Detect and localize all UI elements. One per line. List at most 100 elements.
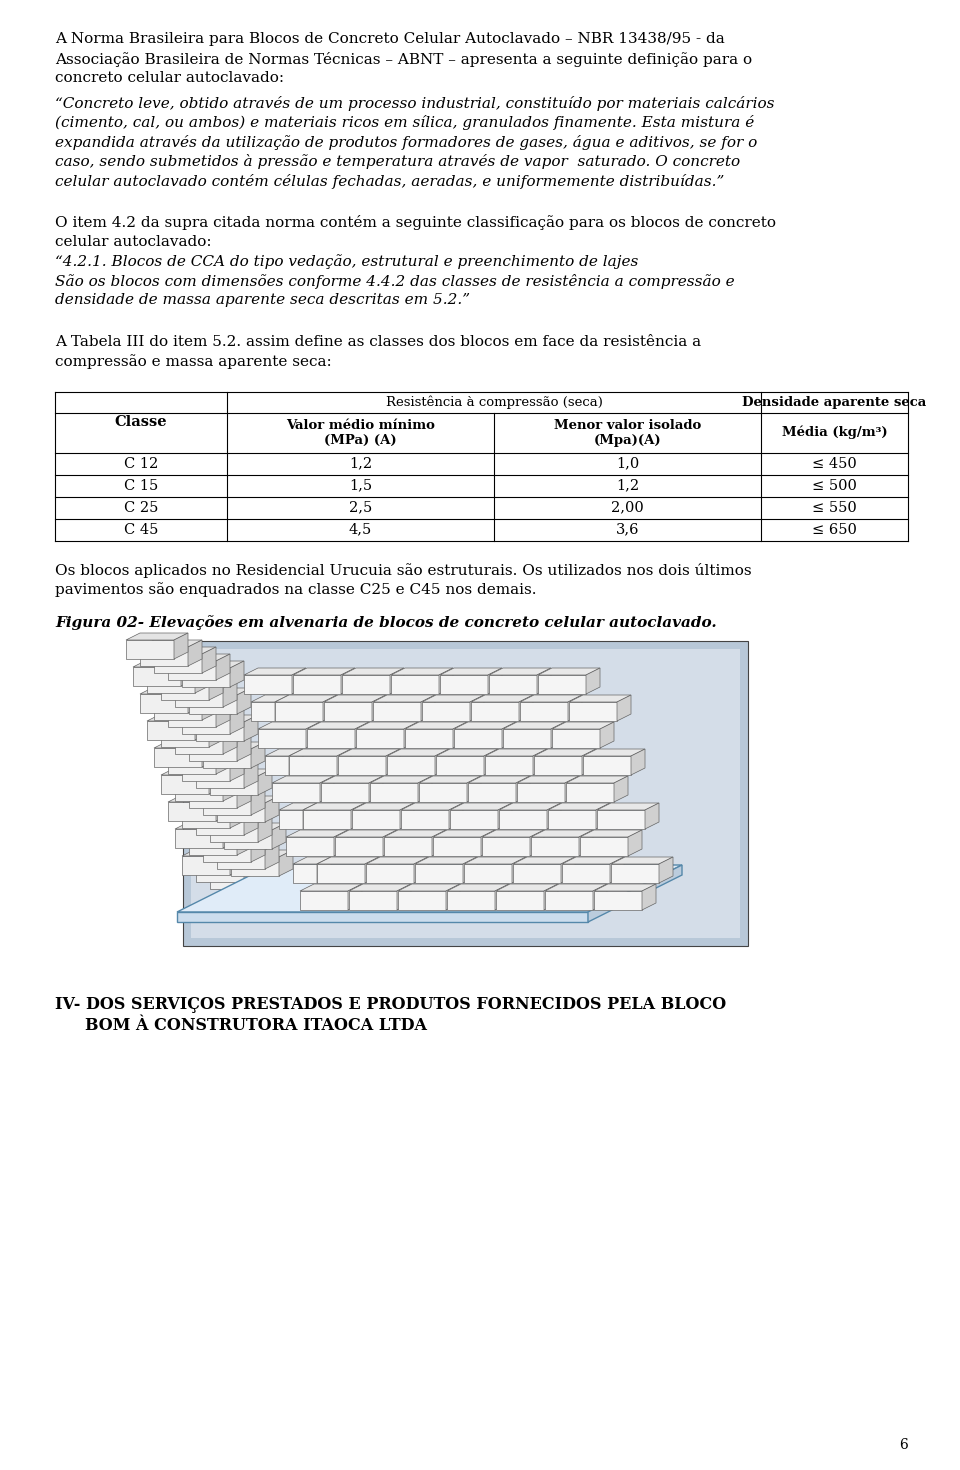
- Polygon shape: [552, 729, 600, 748]
- Polygon shape: [210, 870, 258, 889]
- Polygon shape: [588, 864, 682, 922]
- Polygon shape: [177, 911, 588, 922]
- Polygon shape: [168, 803, 216, 822]
- Polygon shape: [175, 728, 237, 735]
- Polygon shape: [580, 831, 642, 836]
- Polygon shape: [349, 891, 397, 910]
- Polygon shape: [189, 782, 251, 789]
- Text: O item 4.2 da supra citada norma contém a seguinte classificação para os blocos : O item 4.2 da supra citada norma contém …: [55, 215, 776, 229]
- Text: ≤ 650: ≤ 650: [812, 522, 857, 537]
- Text: concreto celular autoclavado:: concreto celular autoclavado:: [55, 71, 284, 85]
- Polygon shape: [244, 667, 306, 675]
- Polygon shape: [335, 836, 383, 856]
- Polygon shape: [210, 823, 258, 842]
- Polygon shape: [182, 709, 244, 714]
- Polygon shape: [275, 695, 337, 703]
- Polygon shape: [352, 803, 414, 810]
- Text: Média (kg/m³): Média (kg/m³): [781, 426, 887, 440]
- Polygon shape: [209, 720, 223, 747]
- Polygon shape: [191, 648, 740, 938]
- Polygon shape: [140, 686, 202, 694]
- Polygon shape: [446, 883, 460, 910]
- Polygon shape: [366, 864, 414, 883]
- Polygon shape: [628, 831, 642, 856]
- Polygon shape: [366, 857, 428, 864]
- Polygon shape: [418, 776, 432, 803]
- Polygon shape: [175, 822, 237, 829]
- Polygon shape: [450, 810, 498, 829]
- Polygon shape: [230, 803, 244, 828]
- Polygon shape: [203, 789, 265, 795]
- Polygon shape: [547, 803, 561, 829]
- Polygon shape: [230, 709, 244, 734]
- Text: C 25: C 25: [124, 500, 158, 514]
- Polygon shape: [196, 722, 244, 741]
- Polygon shape: [196, 761, 258, 769]
- Polygon shape: [154, 654, 202, 673]
- Polygon shape: [482, 836, 530, 856]
- Polygon shape: [432, 831, 446, 856]
- Polygon shape: [210, 863, 272, 870]
- Polygon shape: [307, 729, 355, 748]
- Polygon shape: [154, 748, 202, 767]
- Polygon shape: [580, 836, 628, 856]
- Polygon shape: [230, 756, 244, 781]
- Polygon shape: [230, 850, 244, 875]
- Text: expandida através da utilização de produtos formadores de gases, água e aditivos: expandida através da utilização de produ…: [55, 134, 757, 150]
- Polygon shape: [356, 722, 418, 729]
- Polygon shape: [400, 803, 414, 829]
- Text: Menor valor isolado
(Mpa)(A): Menor valor isolado (Mpa)(A): [554, 419, 701, 447]
- Text: ≤ 450: ≤ 450: [812, 457, 857, 470]
- Text: BOM À CONSTRUTORA ITAOCA LTDA: BOM À CONSTRUTORA ITAOCA LTDA: [85, 1017, 427, 1035]
- Polygon shape: [422, 703, 470, 720]
- Polygon shape: [439, 667, 453, 694]
- Polygon shape: [230, 662, 244, 686]
- Polygon shape: [440, 667, 502, 675]
- Polygon shape: [140, 639, 202, 647]
- Polygon shape: [566, 784, 614, 803]
- Polygon shape: [237, 829, 251, 856]
- Text: 1,5: 1,5: [348, 479, 372, 492]
- Polygon shape: [365, 857, 379, 883]
- Polygon shape: [175, 681, 237, 688]
- Text: 3,6: 3,6: [615, 522, 639, 537]
- Polygon shape: [499, 810, 547, 829]
- Text: (cimento, cal, ou ambos) e materiais ricos em sílica, granulados finamente. Esta: (cimento, cal, ou ambos) e materiais ric…: [55, 115, 755, 129]
- Polygon shape: [586, 667, 600, 694]
- Polygon shape: [182, 809, 230, 828]
- Polygon shape: [352, 810, 400, 829]
- Polygon shape: [513, 857, 575, 864]
- Polygon shape: [617, 695, 631, 720]
- Polygon shape: [210, 816, 272, 823]
- Polygon shape: [502, 722, 516, 748]
- Polygon shape: [341, 667, 355, 694]
- Polygon shape: [356, 729, 404, 748]
- Polygon shape: [196, 856, 258, 863]
- Polygon shape: [631, 750, 645, 775]
- Polygon shape: [203, 836, 265, 842]
- Polygon shape: [272, 823, 286, 850]
- Polygon shape: [168, 756, 216, 775]
- Polygon shape: [303, 803, 317, 829]
- Polygon shape: [342, 675, 390, 694]
- Polygon shape: [272, 784, 320, 803]
- Polygon shape: [324, 695, 386, 703]
- Polygon shape: [265, 756, 289, 775]
- Polygon shape: [303, 810, 351, 829]
- Text: Valor médio mínimo
(MPa) (A): Valor médio mínimo (MPa) (A): [286, 419, 435, 447]
- Polygon shape: [447, 891, 495, 910]
- Polygon shape: [390, 667, 404, 694]
- Text: 2,5: 2,5: [348, 500, 372, 514]
- Polygon shape: [251, 695, 289, 703]
- Polygon shape: [275, 703, 323, 720]
- Polygon shape: [369, 776, 383, 803]
- Polygon shape: [216, 654, 230, 681]
- Polygon shape: [181, 660, 195, 686]
- Polygon shape: [182, 850, 244, 856]
- Polygon shape: [224, 823, 286, 831]
- Polygon shape: [168, 709, 216, 728]
- Polygon shape: [503, 722, 565, 729]
- Polygon shape: [168, 795, 230, 803]
- Polygon shape: [320, 776, 334, 803]
- Polygon shape: [404, 722, 418, 748]
